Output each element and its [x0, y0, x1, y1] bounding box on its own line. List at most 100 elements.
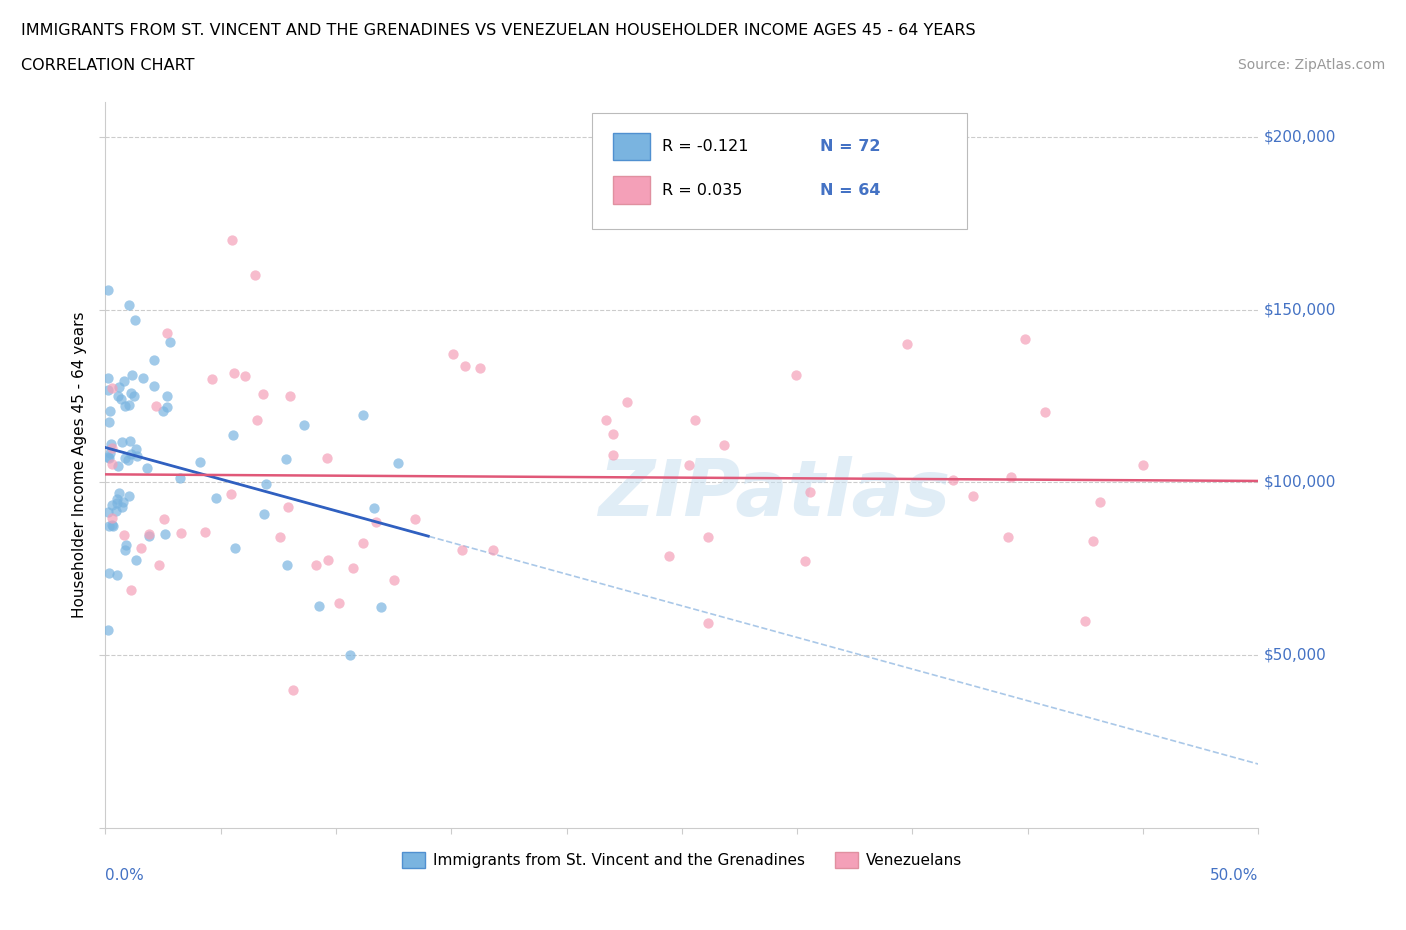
Point: [342, 561, 364, 576]
Point: [1014, 332, 1036, 347]
Point: [117, 452, 139, 467]
Point: [713, 438, 735, 453]
Point: [110, 392, 132, 406]
Point: [222, 365, 245, 380]
Point: [145, 398, 167, 413]
Point: [105, 567, 128, 582]
Point: [101, 498, 124, 512]
Point: [364, 515, 387, 530]
Point: [105, 496, 128, 511]
Point: [188, 455, 211, 470]
Point: [118, 433, 141, 448]
Point: [451, 543, 474, 558]
Point: [277, 499, 299, 514]
Point: [143, 352, 166, 367]
Point: [105, 504, 128, 519]
Point: [384, 573, 406, 588]
Point: [124, 312, 146, 327]
Point: [785, 367, 807, 382]
Point: [363, 500, 385, 515]
Point: [118, 398, 141, 413]
Point: [269, 529, 291, 544]
Point: [246, 413, 269, 428]
Point: [696, 530, 718, 545]
Point: [138, 528, 160, 543]
Point: [316, 552, 339, 567]
Point: [107, 458, 129, 473]
Point: [115, 538, 138, 552]
Point: [602, 427, 624, 442]
Point: [616, 394, 638, 409]
Point: [274, 452, 297, 467]
Point: [108, 379, 131, 394]
Point: [278, 389, 301, 404]
Point: [793, 553, 815, 568]
Point: [308, 598, 330, 613]
Point: [129, 540, 152, 555]
Point: [404, 512, 426, 527]
Point: [101, 518, 124, 533]
Point: [224, 540, 246, 555]
Point: [253, 506, 276, 521]
Point: [153, 512, 176, 526]
Point: [387, 456, 409, 471]
Point: [156, 389, 179, 404]
Point: [799, 485, 821, 499]
Point: [97, 622, 120, 637]
Point: [678, 458, 700, 472]
Text: 0.0%: 0.0%: [105, 868, 145, 883]
Point: [254, 477, 277, 492]
Point: [159, 335, 181, 350]
Point: [962, 489, 984, 504]
Text: ZIPatlas: ZIPatlas: [598, 456, 950, 532]
Text: N = 72: N = 72: [820, 140, 880, 154]
Point: [114, 450, 136, 465]
Point: [1073, 614, 1095, 629]
FancyBboxPatch shape: [613, 133, 650, 160]
Point: [292, 418, 315, 432]
Text: IMMIGRANTS FROM ST. VINCENT AND THE GRENADINES VS VENEZUELAN HOUSEHOLDER INCOME : IMMIGRANTS FROM ST. VINCENT AND THE GREN…: [21, 23, 976, 38]
Point: [441, 347, 464, 362]
Point: [1088, 495, 1111, 510]
Text: N = 64: N = 64: [820, 182, 880, 197]
Text: R = -0.121: R = -0.121: [662, 140, 749, 154]
Text: $150,000: $150,000: [1264, 302, 1337, 317]
Point: [118, 488, 141, 503]
Point: [101, 518, 124, 533]
Point: [156, 326, 179, 340]
Point: [112, 527, 135, 542]
Point: [97, 450, 120, 465]
Point: [97, 415, 120, 430]
Point: [108, 485, 131, 500]
Point: [101, 380, 124, 395]
Text: $50,000: $50,000: [1264, 647, 1327, 662]
Point: [602, 448, 624, 463]
Point: [1081, 534, 1104, 549]
Point: [169, 471, 191, 485]
Point: [339, 647, 361, 662]
Point: [370, 600, 392, 615]
Point: [97, 504, 120, 519]
Point: [125, 442, 148, 457]
Point: [221, 233, 243, 248]
Point: [97, 283, 120, 298]
Point: [328, 595, 350, 610]
Point: [896, 337, 918, 352]
Point: [1033, 405, 1056, 419]
Point: [222, 428, 245, 443]
Point: [118, 298, 141, 312]
Point: [997, 529, 1019, 544]
Point: [101, 457, 124, 472]
Point: [107, 389, 129, 404]
Point: [1132, 458, 1154, 472]
Point: [97, 383, 120, 398]
Point: [98, 518, 121, 533]
Point: [97, 449, 120, 464]
Point: [194, 525, 217, 539]
Point: [315, 450, 337, 465]
Point: [111, 499, 134, 514]
Point: [100, 436, 122, 451]
Point: [595, 413, 617, 428]
Point: [120, 446, 142, 461]
Point: [143, 379, 166, 393]
